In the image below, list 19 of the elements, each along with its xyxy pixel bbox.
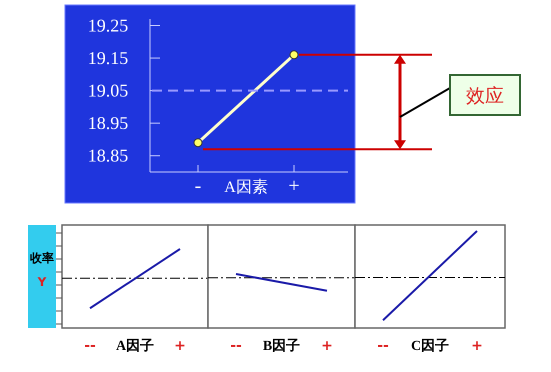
x-tick-label: + xyxy=(174,338,186,354)
x-tick-label: + xyxy=(321,338,333,354)
y-tick-label: 18.85 xyxy=(88,146,128,166)
x-tick-label: - xyxy=(194,175,202,197)
y-tick-label: 19.05 xyxy=(88,80,128,101)
y-tick-label: 18.95 xyxy=(88,113,128,134)
x-axis-title: A因子 xyxy=(116,338,154,354)
x-axis-title: C因子 xyxy=(410,338,450,354)
x-axis-title: B因子 xyxy=(262,338,300,354)
x-tick-label: -- xyxy=(230,338,242,354)
y-axis-title: 收率 Y xyxy=(30,251,54,289)
text: 效应 xyxy=(466,85,504,107)
x-tick-label: + xyxy=(288,175,300,197)
y-tick-label: 19.25 xyxy=(88,16,128,36)
x-tick-label: + xyxy=(471,338,483,354)
x-axis-title: A因素 xyxy=(224,178,268,196)
y-tick-label: 19.15 xyxy=(88,48,128,68)
x-tick-label: -- xyxy=(84,338,96,354)
x-tick-label: -- xyxy=(377,338,389,354)
